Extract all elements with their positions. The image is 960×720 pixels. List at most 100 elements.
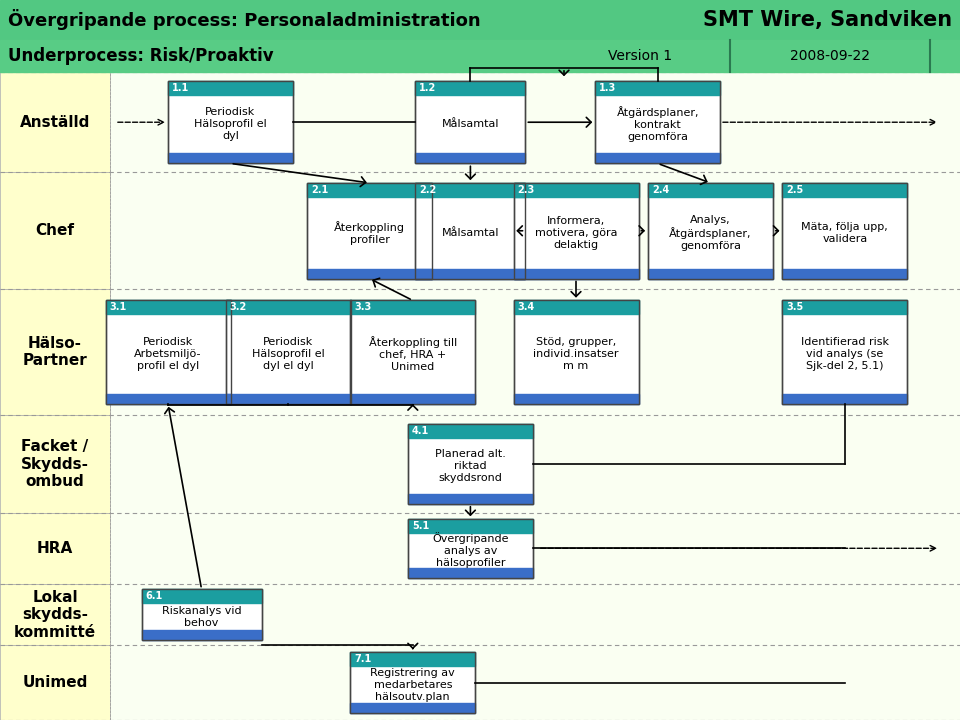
- Bar: [307, 183, 432, 279]
- Bar: [408, 424, 533, 504]
- Bar: [350, 300, 475, 404]
- Bar: [416, 81, 525, 95]
- Text: Övergripande process: Personaladministration: Övergripande process: Personaladministra…: [8, 9, 481, 30]
- Bar: [514, 183, 638, 279]
- Text: 2.2: 2.2: [420, 185, 437, 195]
- Text: 1.1: 1.1: [172, 83, 189, 93]
- Bar: [106, 300, 230, 404]
- Bar: [782, 394, 907, 404]
- Bar: [416, 183, 525, 279]
- Bar: [0, 289, 960, 415]
- Text: Planerad alt.
riktad
skyddsrond: Planerad alt. riktad skyddsrond: [435, 449, 506, 483]
- Bar: [142, 590, 261, 640]
- Text: Periodisk
Hälsoprofil el
dyl el dyl: Periodisk Hälsoprofil el dyl el dyl: [252, 337, 324, 372]
- Bar: [595, 81, 720, 95]
- Bar: [142, 630, 261, 640]
- Text: Analys,
Åtgärdsplaner,
genomföra: Analys, Åtgärdsplaner, genomföra: [669, 215, 752, 251]
- Bar: [350, 652, 475, 714]
- Text: Återkoppling till
chef, HRA +
Unimed: Återkoppling till chef, HRA + Unimed: [369, 336, 457, 372]
- Bar: [350, 300, 475, 315]
- Text: 6.1: 6.1: [146, 591, 163, 601]
- Text: Målsamtal: Målsamtal: [442, 120, 499, 129]
- Bar: [0, 646, 110, 720]
- Bar: [782, 269, 907, 279]
- Text: Facket /
Skydds-
ombud: Facket / Skydds- ombud: [21, 439, 89, 489]
- Bar: [648, 183, 773, 197]
- Bar: [0, 173, 960, 289]
- Text: Övergripande
analys av
hälsoprofiler: Övergripande analys av hälsoprofiler: [432, 532, 509, 568]
- Bar: [408, 519, 533, 533]
- Bar: [782, 300, 907, 315]
- Bar: [0, 415, 110, 513]
- Text: Stöd, grupper,
individ.insatser
m m: Stöd, grupper, individ.insatser m m: [533, 337, 619, 372]
- Bar: [168, 81, 293, 163]
- Bar: [142, 590, 261, 640]
- Bar: [350, 703, 475, 714]
- Bar: [408, 519, 533, 577]
- Bar: [782, 183, 907, 279]
- Bar: [648, 269, 773, 279]
- Text: 3.5: 3.5: [786, 302, 804, 312]
- Text: Chef: Chef: [36, 223, 75, 238]
- Bar: [416, 183, 525, 279]
- Bar: [106, 300, 230, 404]
- Bar: [514, 269, 638, 279]
- Text: Registrering av
medarbetares
hälsoutv.plan: Registrering av medarbetares hälsoutv.pl…: [371, 667, 455, 702]
- Text: 1.2: 1.2: [420, 83, 437, 93]
- Bar: [0, 513, 960, 584]
- Bar: [0, 72, 960, 173]
- Text: 2008-09-22: 2008-09-22: [790, 49, 870, 63]
- Bar: [595, 81, 720, 163]
- Bar: [408, 424, 533, 504]
- Text: 4.1: 4.1: [412, 426, 429, 436]
- Bar: [307, 183, 432, 279]
- Bar: [350, 652, 475, 714]
- Bar: [514, 300, 638, 404]
- Bar: [168, 81, 293, 95]
- Bar: [0, 646, 960, 720]
- Text: HRA: HRA: [36, 541, 73, 556]
- Text: Identifierad risk
vid analys (se
Sjk-del 2, 5.1): Identifierad risk vid analys (se Sjk-del…: [801, 337, 889, 372]
- Bar: [408, 424, 533, 438]
- Bar: [350, 652, 475, 666]
- Text: 1.3: 1.3: [599, 83, 616, 93]
- Bar: [0, 72, 110, 173]
- Text: Version 1: Version 1: [608, 49, 672, 63]
- Bar: [168, 153, 293, 163]
- Text: 2.3: 2.3: [517, 185, 535, 195]
- Bar: [514, 300, 638, 315]
- Text: Informera,
motivera, göra
delaktig: Informera, motivera, göra delaktig: [535, 216, 617, 250]
- Bar: [416, 81, 525, 163]
- Text: Åtgärdsplaner,
kontrakt
genomföra: Åtgärdsplaner, kontrakt genomföra: [616, 107, 699, 142]
- Bar: [0, 289, 110, 415]
- Bar: [0, 0, 960, 40]
- Bar: [408, 567, 533, 577]
- Bar: [408, 519, 533, 577]
- Bar: [648, 183, 773, 279]
- Bar: [307, 183, 432, 197]
- Bar: [142, 590, 261, 603]
- Text: Periodisk
Hälsoprofil el
dyl: Periodisk Hälsoprofil el dyl: [194, 107, 267, 141]
- Bar: [226, 394, 350, 404]
- Text: Anställd: Anställd: [20, 114, 90, 130]
- Bar: [226, 300, 350, 315]
- Bar: [0, 173, 110, 289]
- Bar: [416, 183, 525, 197]
- Bar: [782, 183, 907, 279]
- Bar: [106, 300, 230, 315]
- Bar: [782, 183, 907, 197]
- Bar: [595, 153, 720, 163]
- Text: Riskanalys vid
behov: Riskanalys vid behov: [162, 606, 241, 628]
- Bar: [514, 394, 638, 404]
- Bar: [648, 183, 773, 279]
- Bar: [0, 40, 960, 72]
- Bar: [226, 300, 350, 404]
- Bar: [0, 513, 110, 584]
- Text: Hälso-
Partner: Hälso- Partner: [23, 336, 87, 369]
- Bar: [595, 81, 720, 163]
- Text: 5.1: 5.1: [412, 521, 429, 531]
- Text: 3.4: 3.4: [517, 302, 535, 312]
- Bar: [226, 300, 350, 404]
- Text: Återkoppling
profiler: Återkoppling profiler: [334, 221, 405, 245]
- Bar: [416, 81, 525, 163]
